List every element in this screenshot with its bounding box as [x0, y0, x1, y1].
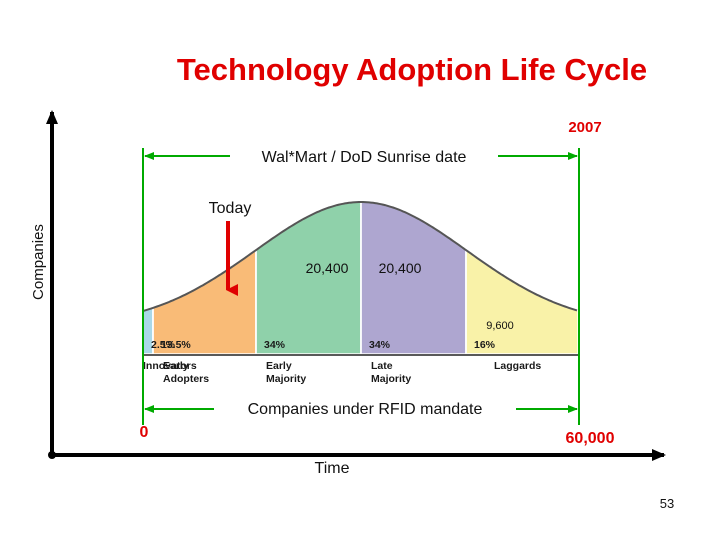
- x-axis-label: Time: [315, 460, 350, 477]
- percent-label: 13.5%: [161, 339, 191, 351]
- today-label: Today: [209, 200, 252, 217]
- percent-label: 34%: [369, 339, 391, 351]
- y-axis-label: Companies: [30, 224, 47, 300]
- year-label: 2007: [568, 119, 601, 136]
- segment-name-label: Laggards: [494, 360, 541, 372]
- value-label-late-majority: 20,400: [379, 260, 422, 276]
- page-number: 53: [660, 496, 674, 511]
- segment-name-label: Early Majority: [266, 360, 306, 385]
- percent-label: 2.5%: [151, 339, 176, 351]
- chart-title: Technology Adoption Life Cycle: [177, 52, 647, 87]
- curve-outline: [142, 201, 578, 312]
- axis-origin: [48, 451, 56, 459]
- percent-strip: 2.5%13.5% 34% 34% 16%: [151, 339, 496, 351]
- curve-segments: [142, 201, 579, 356]
- sunrise-label: Wal*Mart / DoD Sunrise date: [262, 149, 467, 166]
- segment-name-label: Early Adopters: [163, 360, 209, 385]
- percent-label: 16%: [474, 339, 496, 351]
- value-label-early-majority: 20,400: [306, 260, 349, 276]
- segment-name-label: Innovators: [143, 360, 197, 372]
- range-start-label: 0: [140, 424, 149, 441]
- percent-label: 34%: [264, 339, 286, 351]
- segment-late-majority: [360, 201, 467, 355]
- mandate-label: Companies under RFID mandate: [248, 401, 483, 418]
- segment-name-label: Late Majority: [371, 360, 411, 385]
- range-end-label: 60,000: [566, 430, 615, 447]
- value-label-laggards: 9,600: [486, 320, 514, 332]
- segment-early-majority: [255, 201, 362, 355]
